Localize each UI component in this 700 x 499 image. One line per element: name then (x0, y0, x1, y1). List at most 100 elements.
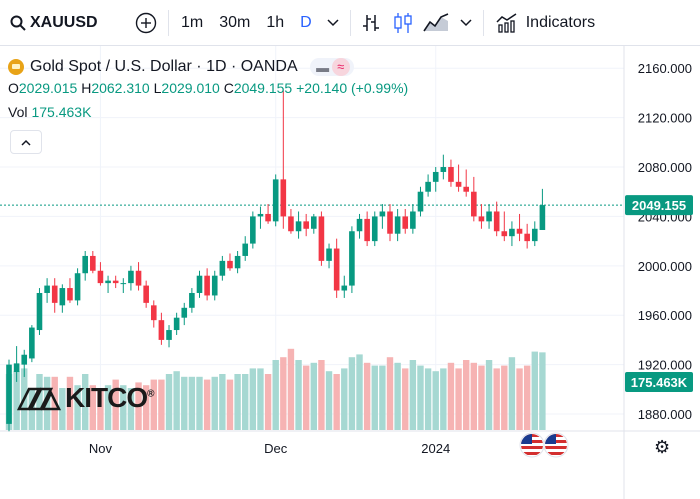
candle-body (250, 216, 256, 244)
candle-body (303, 221, 309, 229)
gear-icon[interactable]: ⚙ (654, 437, 671, 457)
candle-body (181, 307, 188, 318)
candle-body (105, 280, 111, 284)
wave-icon[interactable]: ≈ (331, 58, 350, 76)
candles-icon (394, 12, 412, 33)
volume-bar (89, 385, 97, 430)
candle-body (234, 255, 241, 269)
candle-body (379, 211, 386, 217)
candle-body (90, 255, 96, 271)
candle-body (189, 292, 195, 308)
candle-body (219, 260, 226, 276)
volume-bar (356, 354, 363, 430)
candle-body (410, 211, 416, 229)
volume-bar (127, 388, 135, 430)
candle-body (204, 275, 210, 296)
timeframe-dropdown[interactable] (320, 0, 346, 46)
chart-style-dropdown[interactable] (453, 0, 479, 46)
timeframe-1h[interactable]: 1h (266, 13, 285, 31)
volume-bar (82, 374, 89, 430)
volume-bar (173, 371, 180, 430)
volume-bar (295, 360, 302, 430)
candle-body (371, 216, 378, 242)
volume-bar (348, 357, 356, 430)
candle-body (6, 364, 12, 424)
timeframe-1m[interactable]: 1m (181, 13, 204, 31)
candle-body (59, 288, 66, 306)
volume-bar (211, 376, 218, 430)
volume-bar (249, 368, 257, 430)
bars-style-button[interactable] (355, 0, 387, 46)
volume-bar (371, 365, 378, 430)
indicators-button[interactable]: Indicators (488, 0, 595, 46)
candle-body (97, 270, 104, 284)
candle-body (333, 248, 340, 291)
candle-body (295, 221, 302, 232)
candle-body (417, 191, 424, 212)
candle-body (516, 228, 523, 234)
candle-body (166, 330, 172, 340)
low-label: L (153, 80, 162, 96)
volume-bar (181, 376, 188, 430)
candle-body (82, 255, 88, 274)
time-tick-label: Nov (89, 441, 113, 456)
volume-bar (203, 379, 211, 430)
change-value: +20.140 (+0.99%) (296, 80, 409, 96)
area-style-button[interactable] (419, 0, 453, 46)
toolbar-divider (349, 9, 351, 36)
symbol-search[interactable]: XAUUSD (0, 0, 128, 46)
volume-bar (188, 376, 196, 430)
timeframe-30m[interactable]: 30m (219, 13, 251, 31)
price-tick-label: 1920.000 (638, 358, 692, 373)
volume-bar (333, 374, 340, 430)
candles-style-button[interactable] (387, 0, 419, 46)
candle-body (326, 248, 332, 261)
candle-body (21, 354, 28, 365)
candle-body (356, 218, 363, 232)
candle-body (272, 179, 279, 222)
candle-body (349, 231, 355, 286)
vol-label: Vol (8, 104, 28, 120)
volume-bar (302, 365, 310, 430)
kitco-logo: KITCO® (17, 382, 155, 414)
volume-bar (325, 371, 333, 430)
candle-body (471, 191, 477, 217)
price-tick-label: 2000.000 (638, 259, 692, 274)
volume-legend: Vol 175.463K (8, 104, 91, 120)
price-chart[interactable]: 2160.0002120.0002080.0002040.0002000.000… (0, 46, 700, 499)
volume-bar (470, 362, 478, 430)
indicators-label: Indicators (525, 13, 596, 31)
volume-bar (142, 385, 150, 430)
candle-body (463, 186, 469, 192)
legend-actions[interactable]: ▬ ≈ (309, 58, 354, 76)
timeframe-d[interactable]: D (300, 13, 312, 31)
open-value: 2029.015 (18, 80, 78, 96)
us-flag-icons (519, 432, 569, 458)
volume-bar (516, 368, 523, 430)
price-tick-label: 2120.000 (638, 111, 692, 126)
volume-bar (36, 374, 43, 430)
price-tick-label: 2080.000 (638, 160, 692, 175)
candle-body (318, 216, 325, 261)
volume-bar (104, 385, 112, 430)
area-chart-icon (423, 12, 449, 31)
candle-body (257, 213, 264, 217)
volume-bar (501, 365, 508, 430)
compare-button[interactable] (128, 0, 164, 46)
candle-body (288, 216, 294, 232)
volume-bar (51, 376, 58, 430)
volume-bar (539, 352, 546, 430)
plus-circle-icon (135, 12, 157, 33)
volume-bar (13, 371, 20, 430)
minus-icon[interactable]: ▬ (316, 59, 330, 75)
volume-bar (379, 365, 386, 430)
collapse-legend-button[interactable] (10, 130, 42, 154)
volume-bar (394, 362, 401, 430)
low-value: 2029.010 (161, 80, 220, 96)
volume-bars (5, 348, 546, 430)
candle-body (29, 327, 35, 359)
candle-body (387, 211, 393, 234)
volume-bar (402, 368, 409, 430)
candle-body (440, 167, 447, 172)
time-tick-label: 2024 (421, 441, 450, 456)
